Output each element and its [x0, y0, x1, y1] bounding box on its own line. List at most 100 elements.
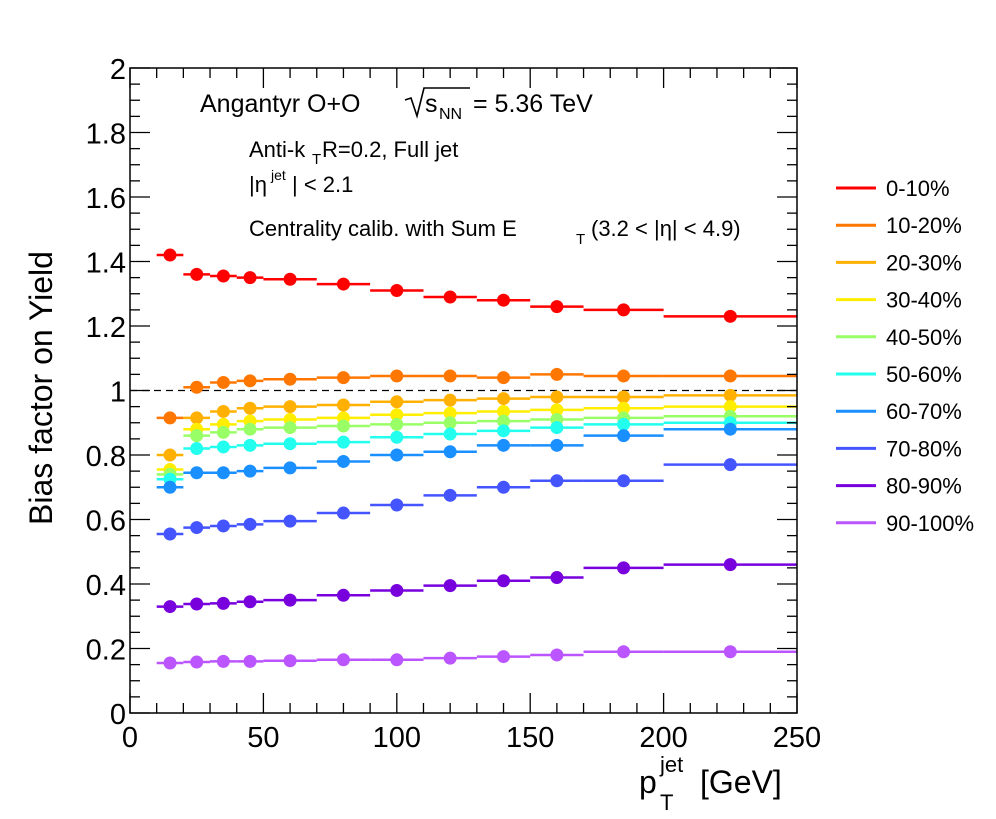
data-point [390, 498, 404, 512]
annotation-collision-system: Angantyr O+O s NN = 5.36 TeV [200, 87, 593, 123]
data-point [336, 419, 350, 433]
data-point [390, 430, 404, 444]
data-point [283, 593, 297, 607]
data-point [723, 388, 737, 402]
data-point [497, 480, 511, 494]
legend-entry-60-70%: 60-70% [836, 399, 962, 424]
legend-label: 20-30% [886, 250, 962, 275]
legend-label: 30-40% [886, 288, 962, 313]
data-point [216, 269, 230, 283]
data-point [190, 466, 204, 480]
annotation-eta-cut: |η jet | < 2.1 [249, 167, 353, 197]
data-point [443, 416, 457, 430]
legend-entry-0-10%: 0-10% [836, 176, 950, 201]
annotation-sqrt-sub: NN [439, 106, 462, 123]
legend-entry-10-20%: 10-20% [836, 213, 962, 238]
data-point [283, 654, 297, 668]
data-point [163, 527, 177, 541]
annotation-antikt: Anti-k [249, 137, 306, 162]
data-point [723, 309, 737, 323]
x-tick-label: 250 [773, 722, 821, 754]
data-point [723, 369, 737, 383]
y-axis-title: Bias factor on Yield [23, 251, 59, 525]
data-point [443, 406, 457, 420]
data-point [723, 458, 737, 472]
annotation-centrality-b: (3.2 < |η| < 4.9) [591, 216, 741, 241]
annotation-sqrt-s: s [425, 90, 438, 118]
data-point [390, 369, 404, 383]
y-tick-label: 0.2 [86, 635, 126, 667]
y-tick-label: 1.4 [86, 248, 126, 280]
data-point [617, 417, 631, 431]
data-point [443, 488, 457, 502]
annotation-eta-sup: jet [270, 167, 286, 183]
legend-label: 70-80% [886, 436, 962, 461]
data-point [283, 272, 297, 286]
legend: 0-10% 10-20% 20-30% 30-40% 40-50% 50-60% 60-70… [836, 176, 974, 536]
data-point [443, 290, 457, 304]
data-point [497, 414, 511, 428]
data-point [216, 519, 230, 533]
data-point [443, 393, 457, 407]
data-point [190, 429, 204, 443]
data-point [617, 303, 631, 317]
x-tick-label: 50 [247, 722, 279, 754]
annotation-jet-definition: Anti-k T R=0.2, Full jet [249, 137, 458, 168]
annotation-antikt-sub: T [312, 151, 321, 168]
y-tick-label: 0.4 [86, 570, 126, 602]
annotation-generator: Angantyr O+O [200, 90, 361, 118]
legend-label: 0-10% [886, 176, 950, 201]
data-point [190, 442, 204, 456]
data-point [283, 421, 297, 435]
data-point [497, 404, 511, 418]
data-point [390, 448, 404, 462]
x-axis-title-sup: jet [659, 752, 683, 777]
legend-entry-50-60%: 50-60% [836, 362, 962, 387]
series-90-100% [156, 645, 797, 670]
data-point [617, 369, 631, 383]
legend-label: 80-90% [886, 474, 962, 499]
data-point [163, 600, 177, 614]
series-0-10% [156, 248, 797, 323]
data-point [216, 466, 230, 480]
data-point [336, 371, 350, 385]
data-point [617, 429, 631, 443]
data-point [216, 375, 230, 389]
sqrt-symbol-icon [404, 87, 470, 119]
data-point [243, 517, 257, 531]
series-80-90% [156, 558, 797, 614]
data-point [550, 367, 564, 381]
data-point [617, 474, 631, 488]
data-point [497, 392, 511, 406]
data-point [190, 411, 204, 425]
data-point [216, 440, 230, 454]
y-tick-label: 0 [110, 699, 126, 731]
legend-entry-20-30%: 20-30% [836, 250, 962, 275]
series-10-20% [156, 367, 797, 425]
data-point [443, 369, 457, 383]
annotation-centrality: Centrality calib. with Sum E T (3.2 < |η… [249, 216, 741, 248]
data-point [163, 448, 177, 462]
legend-label: 10-20% [886, 213, 962, 238]
legend-label: 40-50% [886, 325, 962, 350]
data-point [283, 514, 297, 528]
data-point [723, 422, 737, 436]
x-tick-label: 150 [506, 722, 554, 754]
data-point [283, 461, 297, 475]
data-point [390, 417, 404, 431]
data-point [550, 421, 564, 435]
data-point [497, 424, 511, 438]
annotation-centrality-sub: T [576, 231, 585, 248]
data-point [723, 400, 737, 414]
data-point [243, 654, 257, 668]
data-point [163, 248, 177, 262]
data-point [336, 506, 350, 520]
legend-entry-30-40%: 30-40% [836, 288, 962, 313]
data-point [190, 521, 204, 535]
data-point [243, 438, 257, 452]
data-point [550, 300, 564, 314]
data-point [243, 595, 257, 609]
data-point [443, 445, 457, 459]
legend-entry-70-80%: 70-80% [836, 436, 962, 461]
